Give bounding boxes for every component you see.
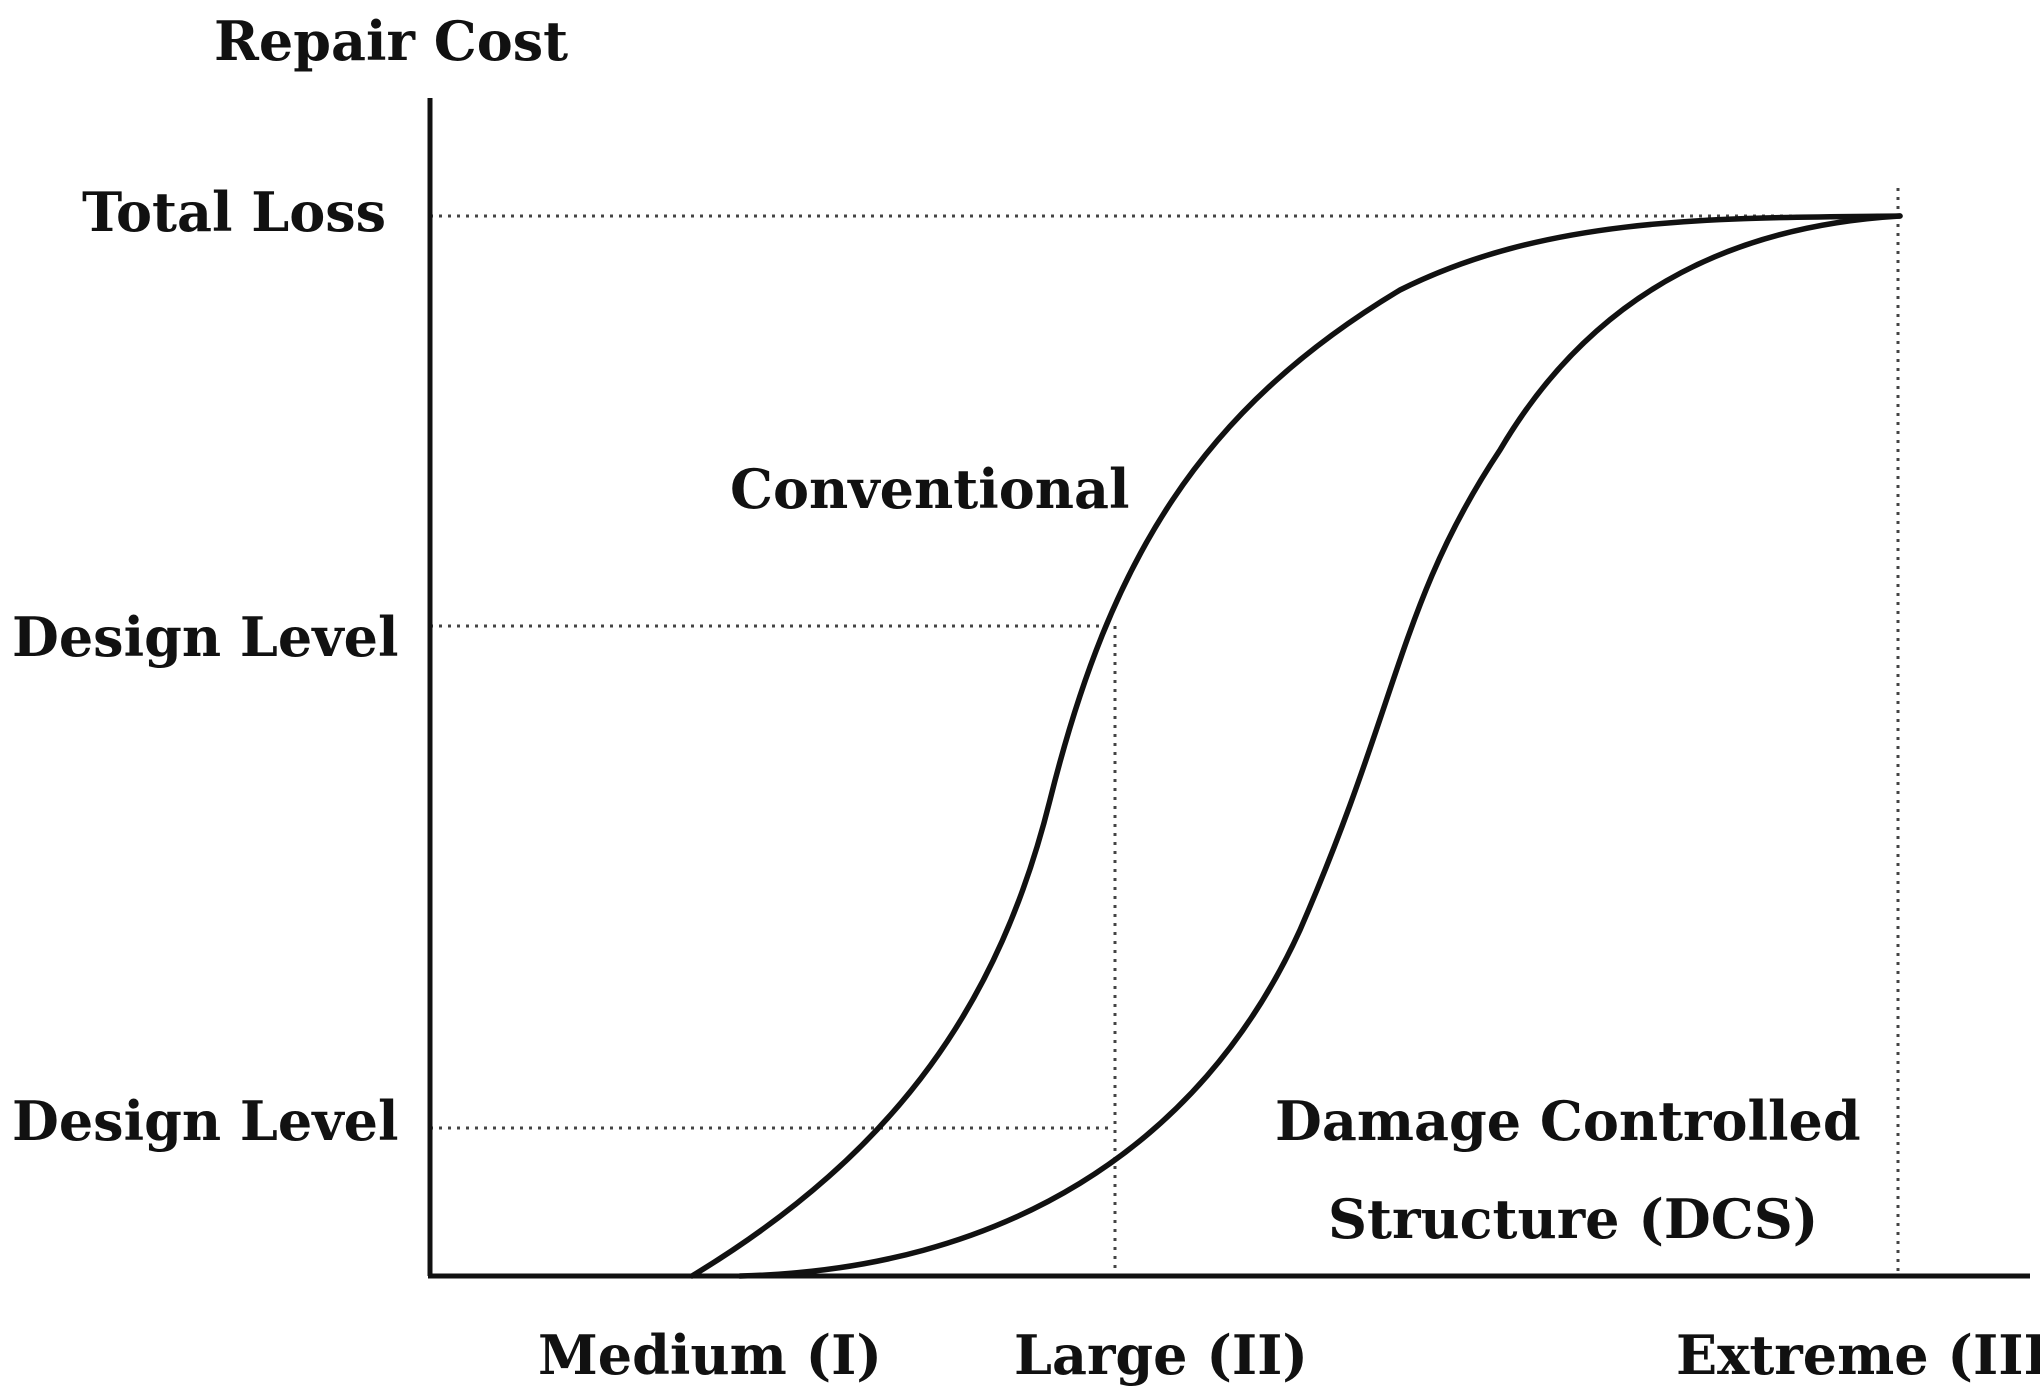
large-ii-label: Large (II) <box>1014 1323 1308 1387</box>
conventional-curve <box>689 213 1903 1279</box>
extreme-iii-label: Extreme (III) <box>1676 1323 2040 1387</box>
y-axis-title: Repair Cost <box>214 9 568 73</box>
dcs-curve <box>737 213 1903 1279</box>
dcs-label-line-1: Damage Controlled <box>1275 1089 1861 1153</box>
medium-i-label: Medium (I) <box>538 1323 882 1387</box>
conventional-label: Conventional <box>730 457 1130 521</box>
total-loss-label: Total Loss <box>82 180 386 244</box>
design-level-lower-label: Design Level <box>12 1089 399 1153</box>
design-level-upper-label: Design Level <box>12 605 399 669</box>
dcs-label-line-2: Structure (DCS) <box>1328 1187 1818 1251</box>
